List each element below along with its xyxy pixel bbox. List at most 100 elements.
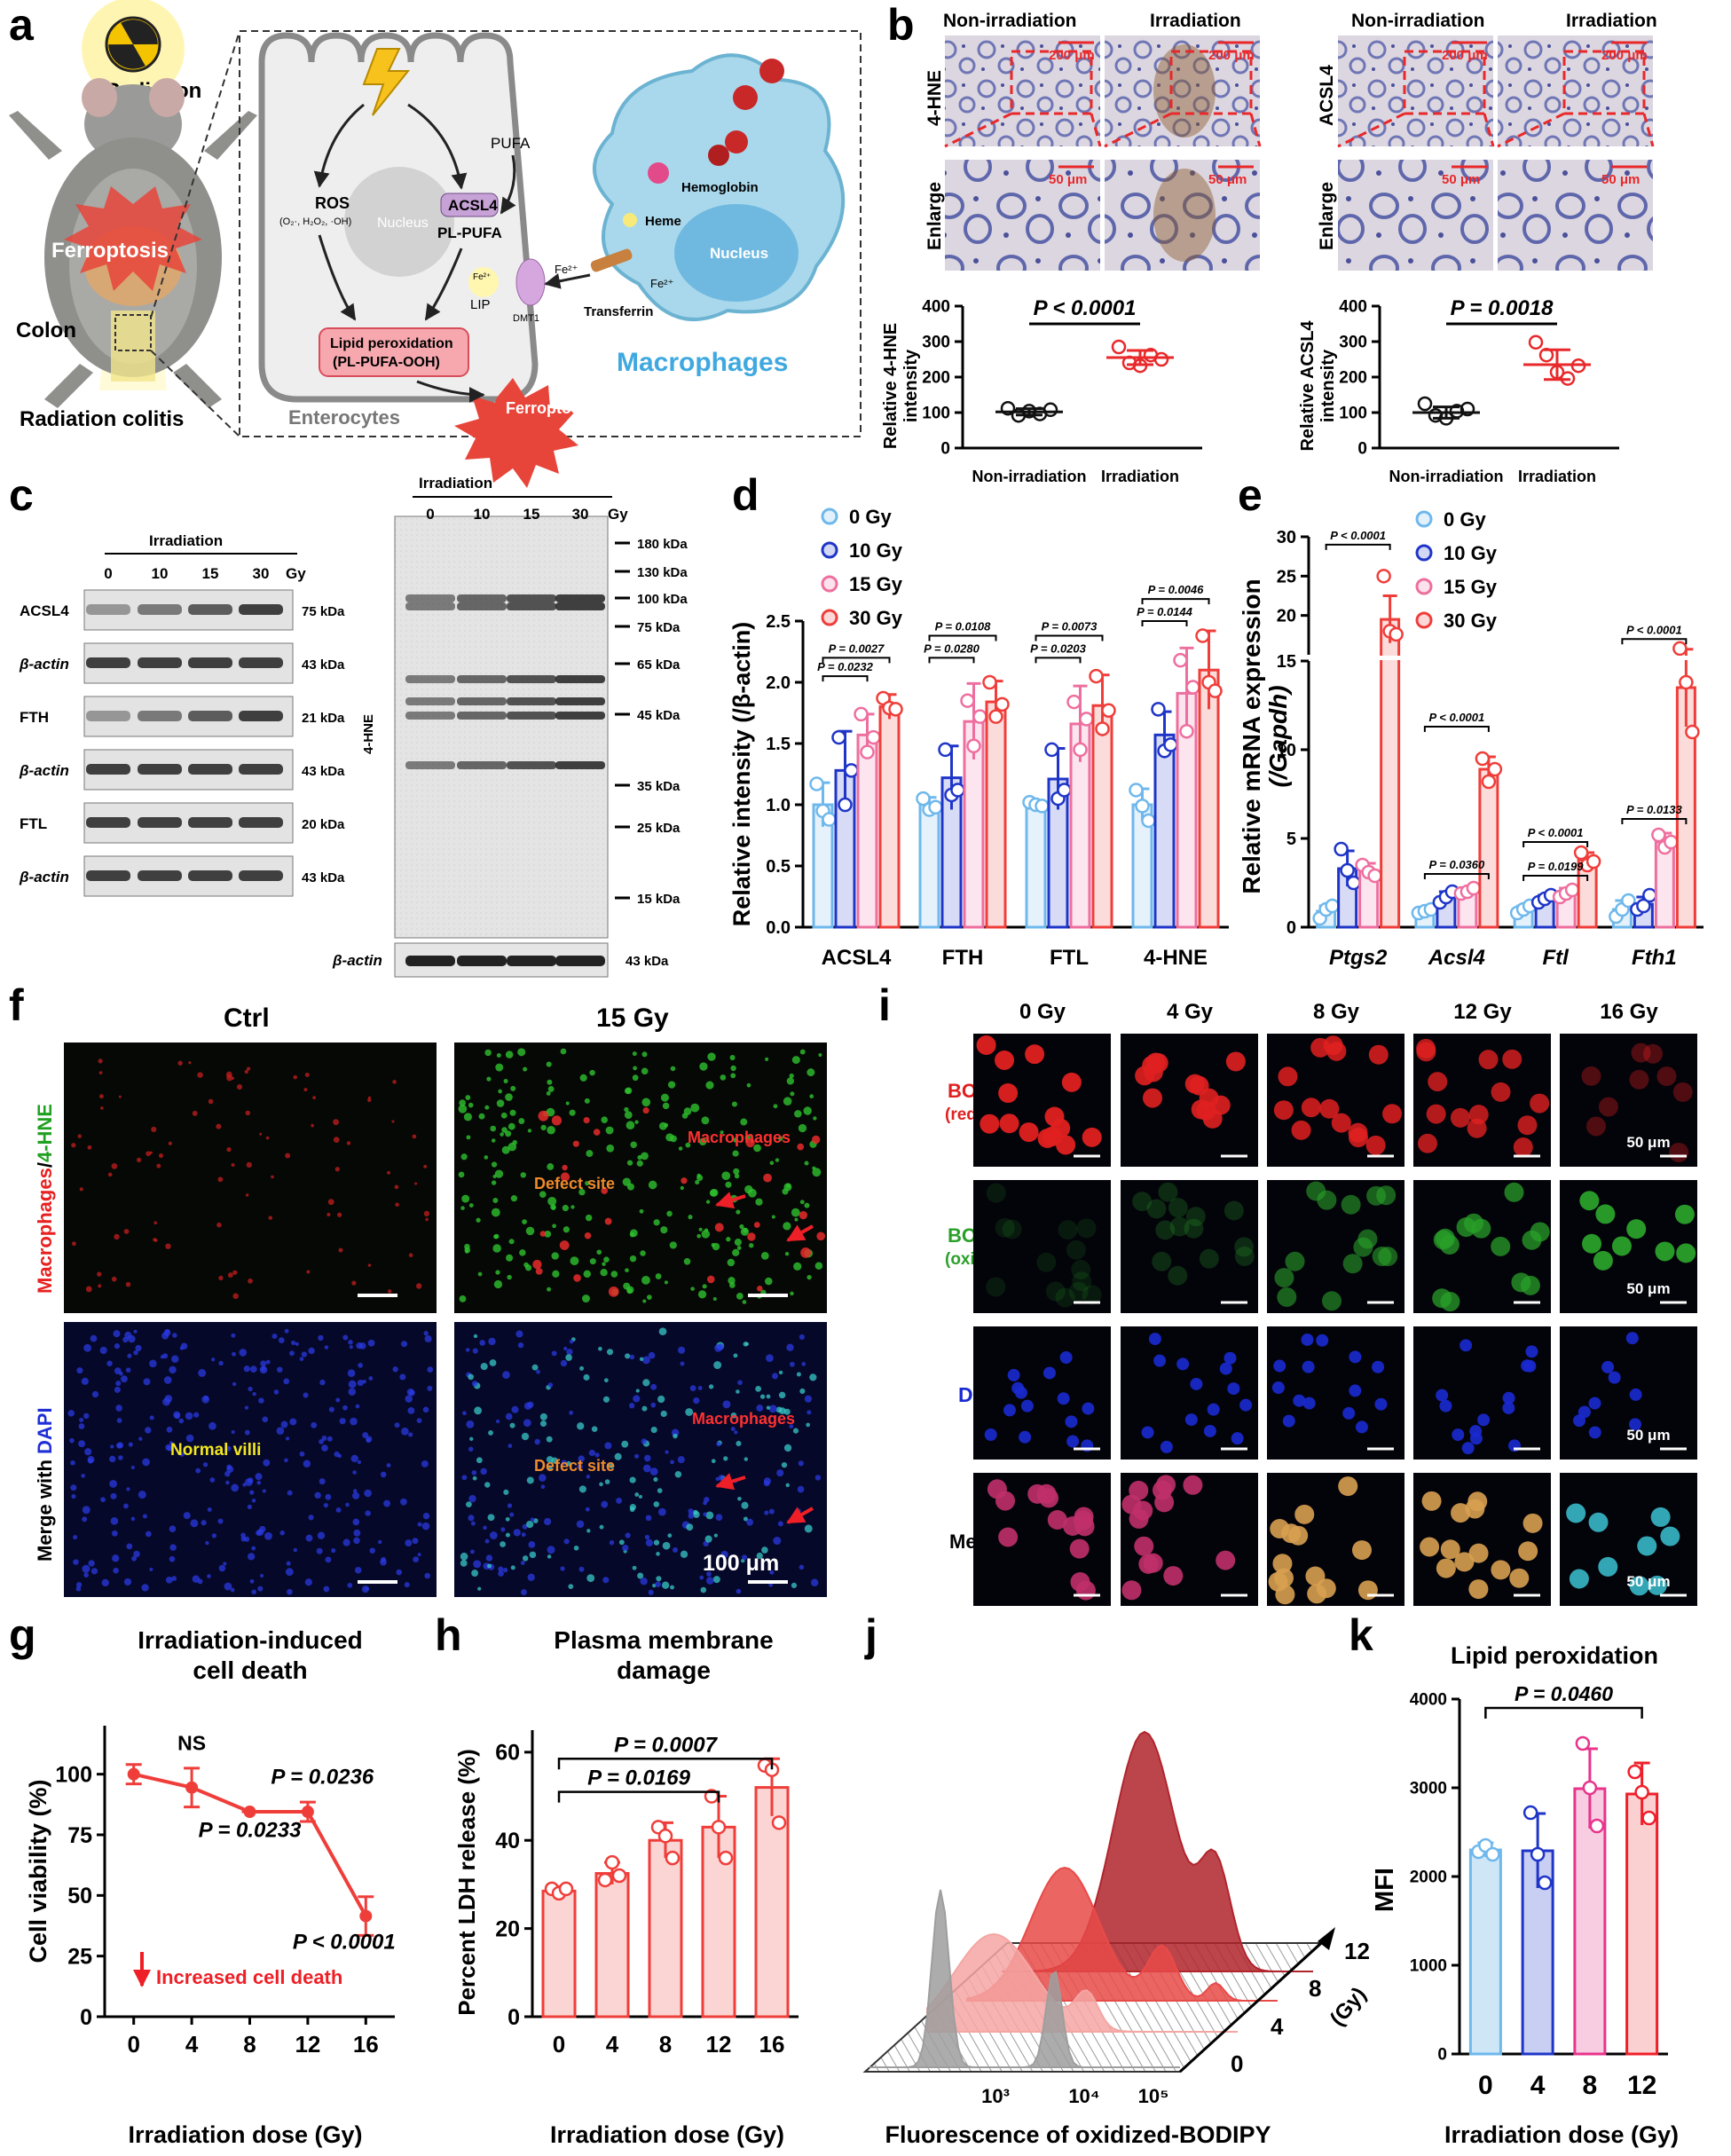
f-red-signal	[118, 1095, 122, 1098]
panel-b: Non-irradiation Irradiation Non-irradiat…	[925, 11, 1657, 271]
f-dapi-signal	[75, 1586, 82, 1592]
f-merge-signal	[703, 1512, 707, 1516]
y-tick-label: 0	[1286, 918, 1296, 938]
f-merge-signal	[578, 1566, 585, 1572]
f-dapi-signal	[308, 1515, 314, 1521]
f-merge-signal	[471, 1470, 477, 1475]
f-row1-hne: 4-HNE	[34, 1104, 56, 1162]
y-tick-label: 200	[922, 369, 950, 388]
data-point	[916, 791, 931, 807]
f-dapi-signal	[123, 1578, 132, 1586]
data-point	[866, 729, 881, 745]
f-merge-signal	[741, 1554, 747, 1561]
y-tick-label: 2.5	[766, 612, 791, 632]
c-right-group-label: Irradiation	[419, 475, 492, 492]
f-dapi-signal	[218, 1360, 224, 1366]
f-green-signal	[641, 1051, 648, 1058]
i-cell	[1070, 1572, 1090, 1593]
f-dapi-signal	[217, 1518, 224, 1524]
significance-bracket	[557, 1790, 720, 1803]
significance-bracket	[1141, 598, 1210, 605]
f-dapi-signal	[350, 1454, 358, 1463]
i-cell	[1056, 1135, 1076, 1155]
f-red-signal	[311, 1123, 314, 1128]
f-red-signal	[271, 1175, 274, 1179]
x-tick-label: 16	[353, 2031, 379, 2058]
f-merge-signal	[527, 1573, 535, 1581]
x-tick-label: 8	[659, 2031, 672, 2058]
f-dapi-signal	[405, 1539, 413, 1547]
f-macrophages-top: Macrophages	[688, 1129, 791, 1146]
x-tick-label: 0	[1478, 2071, 1493, 2100]
i-cell	[1468, 1105, 1489, 1125]
f-red-signal	[125, 1281, 131, 1287]
f-green-signal	[503, 1078, 508, 1084]
c-actin-band	[507, 956, 556, 966]
chart-title-line2: damage	[617, 1656, 711, 1684]
c-right-dose: 0	[426, 506, 434, 523]
f-green-signal	[490, 1125, 497, 1132]
f-merge-signal	[594, 1452, 600, 1458]
data-point	[1043, 402, 1058, 418]
f-green-signal	[552, 1270, 560, 1278]
f-green-signal	[547, 1126, 555, 1135]
i-cell	[1202, 1108, 1223, 1129]
f-dapi-signal	[413, 1556, 420, 1563]
i-cell	[1348, 1122, 1368, 1143]
data-point	[988, 709, 1003, 724]
f-merge-signal	[656, 1552, 660, 1556]
y-tick-label: 400	[922, 298, 950, 317]
f-merge-signal	[576, 1520, 585, 1529]
data-point	[1376, 569, 1391, 584]
f-dapi-signal	[82, 1506, 90, 1515]
x-axis-label: Irradiation dose (Gy)	[1444, 2121, 1679, 2148]
significance-label: NS	[177, 1731, 206, 1754]
data-point	[243, 1806, 256, 1819]
y-tick-label: 30	[1277, 528, 1296, 547]
f-dapi-signal	[82, 1516, 88, 1523]
i-image-tile	[973, 1180, 1111, 1313]
f-merge-signal	[730, 1427, 736, 1432]
f-dapi-signal	[113, 1330, 121, 1338]
f-dapi-signal	[422, 1512, 430, 1520]
f-green-signal	[484, 1155, 489, 1160]
data-point	[185, 1781, 199, 1794]
f-red-signal	[71, 1143, 76, 1148]
f-dapi-signal	[244, 1405, 249, 1410]
i-cell	[1450, 1107, 1470, 1128]
panel-c: Irradiation Irradiation 4-HNE β-actin 43…	[19, 475, 688, 978]
f-green-signal	[783, 1097, 792, 1106]
c-hne-band	[507, 675, 556, 683]
f-dapi-signal	[230, 1587, 235, 1593]
f-merge-signal	[778, 1370, 783, 1375]
f-merge-signal	[546, 1456, 554, 1463]
f-merge-signal	[733, 1353, 738, 1358]
legend-label: 10 Gy	[849, 539, 903, 562]
f-merge-signal	[505, 1516, 510, 1522]
y-tick-label: 400	[1339, 298, 1367, 317]
data-point	[1487, 761, 1503, 777]
c-band	[86, 764, 130, 775]
f-merge-signal	[789, 1361, 795, 1367]
x-axis-label: Irradiation dose (Gy)	[550, 2121, 784, 2148]
f-dapi-signal	[81, 1474, 85, 1478]
c-hne-band	[507, 697, 556, 705]
f-green-signal	[812, 1168, 822, 1177]
c-band	[188, 711, 232, 721]
f-merge-signal	[662, 1541, 671, 1550]
f-dapi-signal	[138, 1491, 146, 1499]
f-green-signal	[551, 1252, 559, 1260]
f-dapi-signal	[224, 1582, 232, 1591]
f-red-signal	[415, 1283, 422, 1289]
i-cell	[1183, 1475, 1203, 1495]
i-dose-label: 4 Gy	[1167, 1000, 1214, 1024]
pl-pufa-ooh-label: (PL-PUFA-OOH)	[333, 355, 440, 370]
f-green-signal	[667, 1081, 676, 1089]
f-green-signal	[670, 1066, 676, 1072]
f-dapi-signal	[401, 1427, 409, 1436]
f-merge-signal	[500, 1527, 506, 1532]
f-dapi-signal	[78, 1440, 86, 1448]
f-green-signal	[493, 1279, 503, 1289]
i-cell	[1674, 1204, 1695, 1224]
